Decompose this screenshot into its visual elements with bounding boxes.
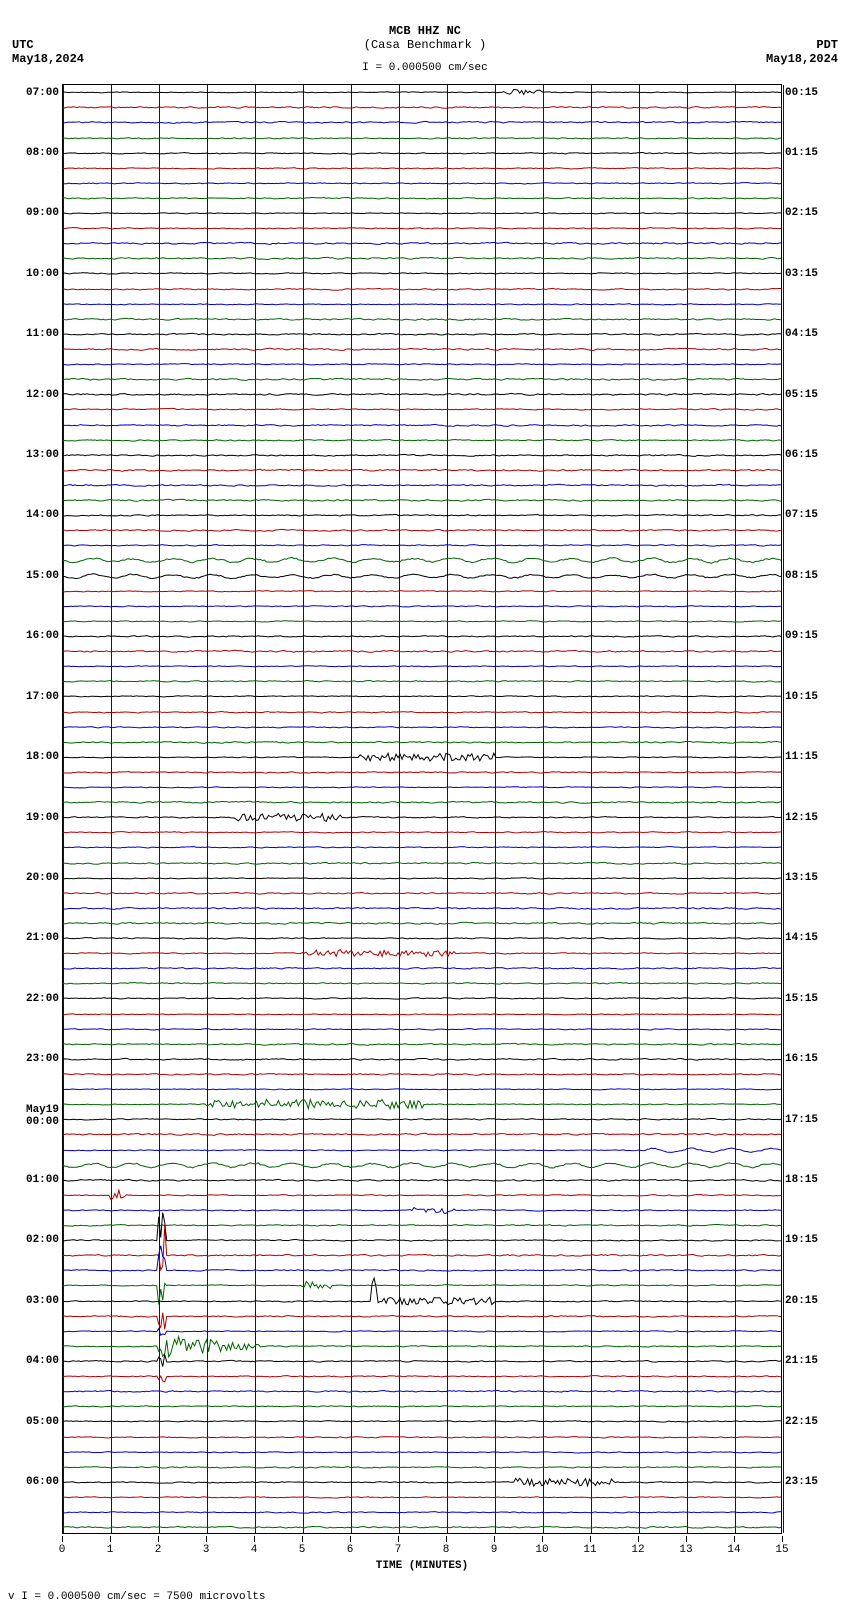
utc-hour-label: 22:00 <box>26 993 63 1005</box>
utc-hour-label: 01:00 <box>26 1174 63 1186</box>
utc-hour-label: 16:00 <box>26 630 63 642</box>
x-tick-label: 4 <box>251 1544 258 1556</box>
pdt-hour-label: 21:15 <box>781 1355 818 1367</box>
x-tick-label: 12 <box>631 1544 644 1556</box>
x-tick-label: 11 <box>583 1544 596 1556</box>
pdt-hour-label: 01:15 <box>781 147 818 159</box>
pdt-hour-label: 06:15 <box>781 449 818 461</box>
utc-hour-label: 12:00 <box>26 389 63 401</box>
utc-hour-label: 06:00 <box>26 1476 63 1488</box>
utc-hour-label: 03:00 <box>26 1295 63 1307</box>
pdt-hour-label: 17:15 <box>781 1114 818 1126</box>
x-tick-label: 1 <box>107 1544 114 1556</box>
x-axis-label: TIME (MINUTES) <box>376 1560 468 1572</box>
x-tick-label: 6 <box>347 1544 354 1556</box>
pdt-hour-label: 20:15 <box>781 1295 818 1307</box>
utc-hour-label: 07:00 <box>26 87 63 99</box>
utc-hour-label: 13:00 <box>26 449 63 461</box>
pdt-hour-label: 02:15 <box>781 207 818 219</box>
pdt-hour-label: 12:15 <box>781 812 818 824</box>
pdt-hour-label: 00:15 <box>781 87 818 99</box>
utc-hour-label: 15:00 <box>26 570 63 582</box>
utc-hour-label: 04:00 <box>26 1355 63 1367</box>
x-tick-label: 8 <box>443 1544 450 1556</box>
utc-hour-label: 23:00 <box>26 1053 63 1065</box>
x-tick-label: 2 <box>155 1544 162 1556</box>
x-tick-label: 9 <box>491 1544 498 1556</box>
timezone-left: UTC <box>12 38 34 52</box>
utc-hour-label: 08:00 <box>26 147 63 159</box>
utc-hour-label: May1900:00 <box>26 1104 63 1128</box>
x-tick-label: 5 <box>299 1544 306 1556</box>
pdt-hour-label: 19:15 <box>781 1234 818 1246</box>
pdt-hour-label: 09:15 <box>781 630 818 642</box>
pdt-hour-label: 14:15 <box>781 932 818 944</box>
x-tick-label: 0 <box>59 1544 66 1556</box>
pdt-hour-label: 05:15 <box>781 389 818 401</box>
utc-hour-label: 02:00 <box>26 1234 63 1246</box>
station-code: MCB HHZ NC <box>0 24 850 38</box>
utc-hour-label: 14:00 <box>26 509 63 521</box>
x-tick-label: 15 <box>775 1544 788 1556</box>
timezone-right: PDT <box>816 38 838 52</box>
utc-hour-label: 20:00 <box>26 872 63 884</box>
x-tick-label: 3 <box>203 1544 210 1556</box>
utc-hour-label: 10:00 <box>26 268 63 280</box>
utc-hour-label: 19:00 <box>26 812 63 824</box>
pdt-hour-label: 23:15 <box>781 1476 818 1488</box>
pdt-hour-label: 16:15 <box>781 1053 818 1065</box>
seismogram-plot: 07:0000:1508:0001:1509:0002:1510:0003:15… <box>62 84 782 1534</box>
x-tick-label: 14 <box>727 1544 740 1556</box>
pdt-hour-label: 08:15 <box>781 570 818 582</box>
pdt-hour-label: 22:15 <box>781 1416 818 1428</box>
x-tick-label: 7 <box>395 1544 402 1556</box>
utc-hour-label: 09:00 <box>26 207 63 219</box>
pdt-hour-label: 10:15 <box>781 691 818 703</box>
pdt-hour-label: 04:15 <box>781 328 818 340</box>
pdt-hour-label: 18:15 <box>781 1174 818 1186</box>
footer-scale: v I = 0.000500 cm/sec = 7500 microvolts <box>8 1591 265 1603</box>
x-tick-label: 10 <box>535 1544 548 1556</box>
pdt-hour-label: 11:15 <box>781 751 818 763</box>
pdt-hour-label: 13:15 <box>781 872 818 884</box>
utc-hour-label: 17:00 <box>26 691 63 703</box>
utc-hour-label: 21:00 <box>26 932 63 944</box>
utc-hour-label: 05:00 <box>26 1416 63 1428</box>
x-tick-label: 13 <box>679 1544 692 1556</box>
pdt-hour-label: 07:15 <box>781 509 818 521</box>
utc-hour-label: 18:00 <box>26 751 63 763</box>
pdt-hour-label: 15:15 <box>781 993 818 1005</box>
utc-hour-label: 11:00 <box>26 328 63 340</box>
pdt-hour-label: 03:15 <box>781 268 818 280</box>
